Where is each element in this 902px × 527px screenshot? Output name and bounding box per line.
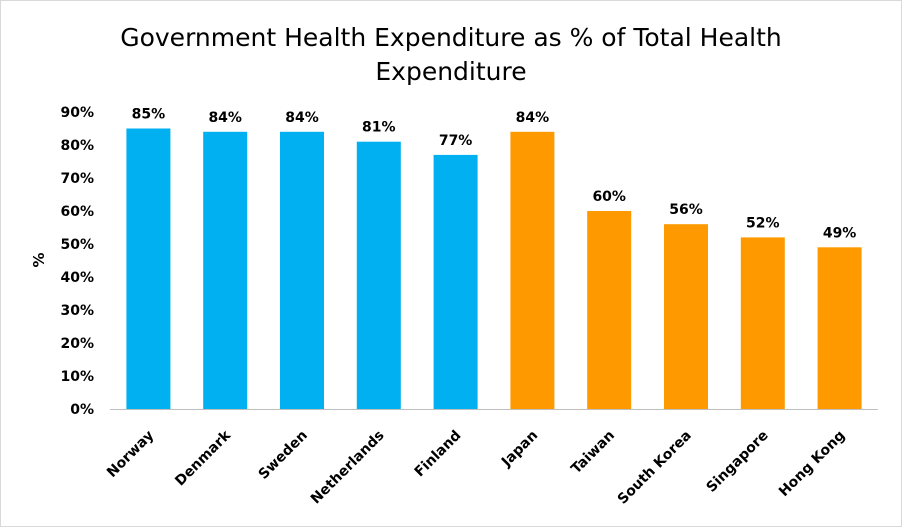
x-tick-label: Norway: [104, 428, 157, 481]
x-tick-label: South Korea: [615, 428, 695, 508]
y-tick-label: 60%: [60, 204, 94, 220]
y-tick-label: 70%: [60, 171, 94, 187]
bar: [126, 128, 171, 409]
y-axis-ticks: 0% 10% 20% 30% 40% 50% 60% 70% 80% 90%: [60, 105, 94, 418]
data-label: 84%: [285, 110, 319, 126]
data-labels: 85% 84% 84% 81% 77% 84% 60% 56% 52% 49%: [132, 107, 857, 242]
bar: [510, 131, 555, 410]
y-axis-label: %: [30, 252, 48, 267]
y-tick-label: 20%: [60, 336, 94, 352]
data-label: 77%: [439, 133, 473, 149]
bars: [126, 128, 862, 410]
x-tick-label: Denmark: [172, 427, 234, 489]
bar: [203, 131, 248, 410]
x-tick-label: Singapore: [703, 428, 771, 496]
bar: [587, 211, 632, 409]
bar: [433, 154, 478, 409]
data-label: 84%: [208, 110, 242, 126]
data-label: 85%: [132, 107, 166, 123]
y-tick-label: 10%: [60, 369, 94, 385]
x-tick-label: Japan: [498, 428, 541, 471]
y-tick-label: 30%: [60, 303, 94, 319]
y-tick-label: 50%: [60, 237, 94, 253]
data-label: 52%: [746, 215, 780, 231]
bar: [356, 141, 401, 409]
data-label: 60%: [592, 189, 626, 205]
bar: [280, 131, 324, 410]
x-tick-label: Sweden: [256, 428, 311, 483]
chart-title-line-1: Government Health Expenditure as % of To…: [120, 23, 782, 52]
y-tick-label: 90%: [60, 105, 94, 121]
data-label: 56%: [669, 202, 703, 218]
chart-title-line-2: Expenditure: [375, 57, 526, 86]
bar: [817, 247, 862, 409]
data-label: 84%: [516, 110, 550, 126]
x-tick-label: Finland: [412, 428, 465, 481]
x-tick-label: Hong Kong: [776, 428, 848, 500]
y-tick-label: 80%: [60, 138, 94, 154]
y-tick-label: 40%: [60, 270, 94, 286]
x-tick-label: Taiwan: [568, 428, 618, 478]
data-label: 49%: [823, 225, 857, 241]
data-label: 81%: [362, 120, 396, 136]
y-tick-label: 0%: [70, 402, 94, 418]
bar: [664, 224, 708, 409]
bar: [740, 237, 785, 409]
x-tick-label: Netherlands: [308, 428, 388, 508]
